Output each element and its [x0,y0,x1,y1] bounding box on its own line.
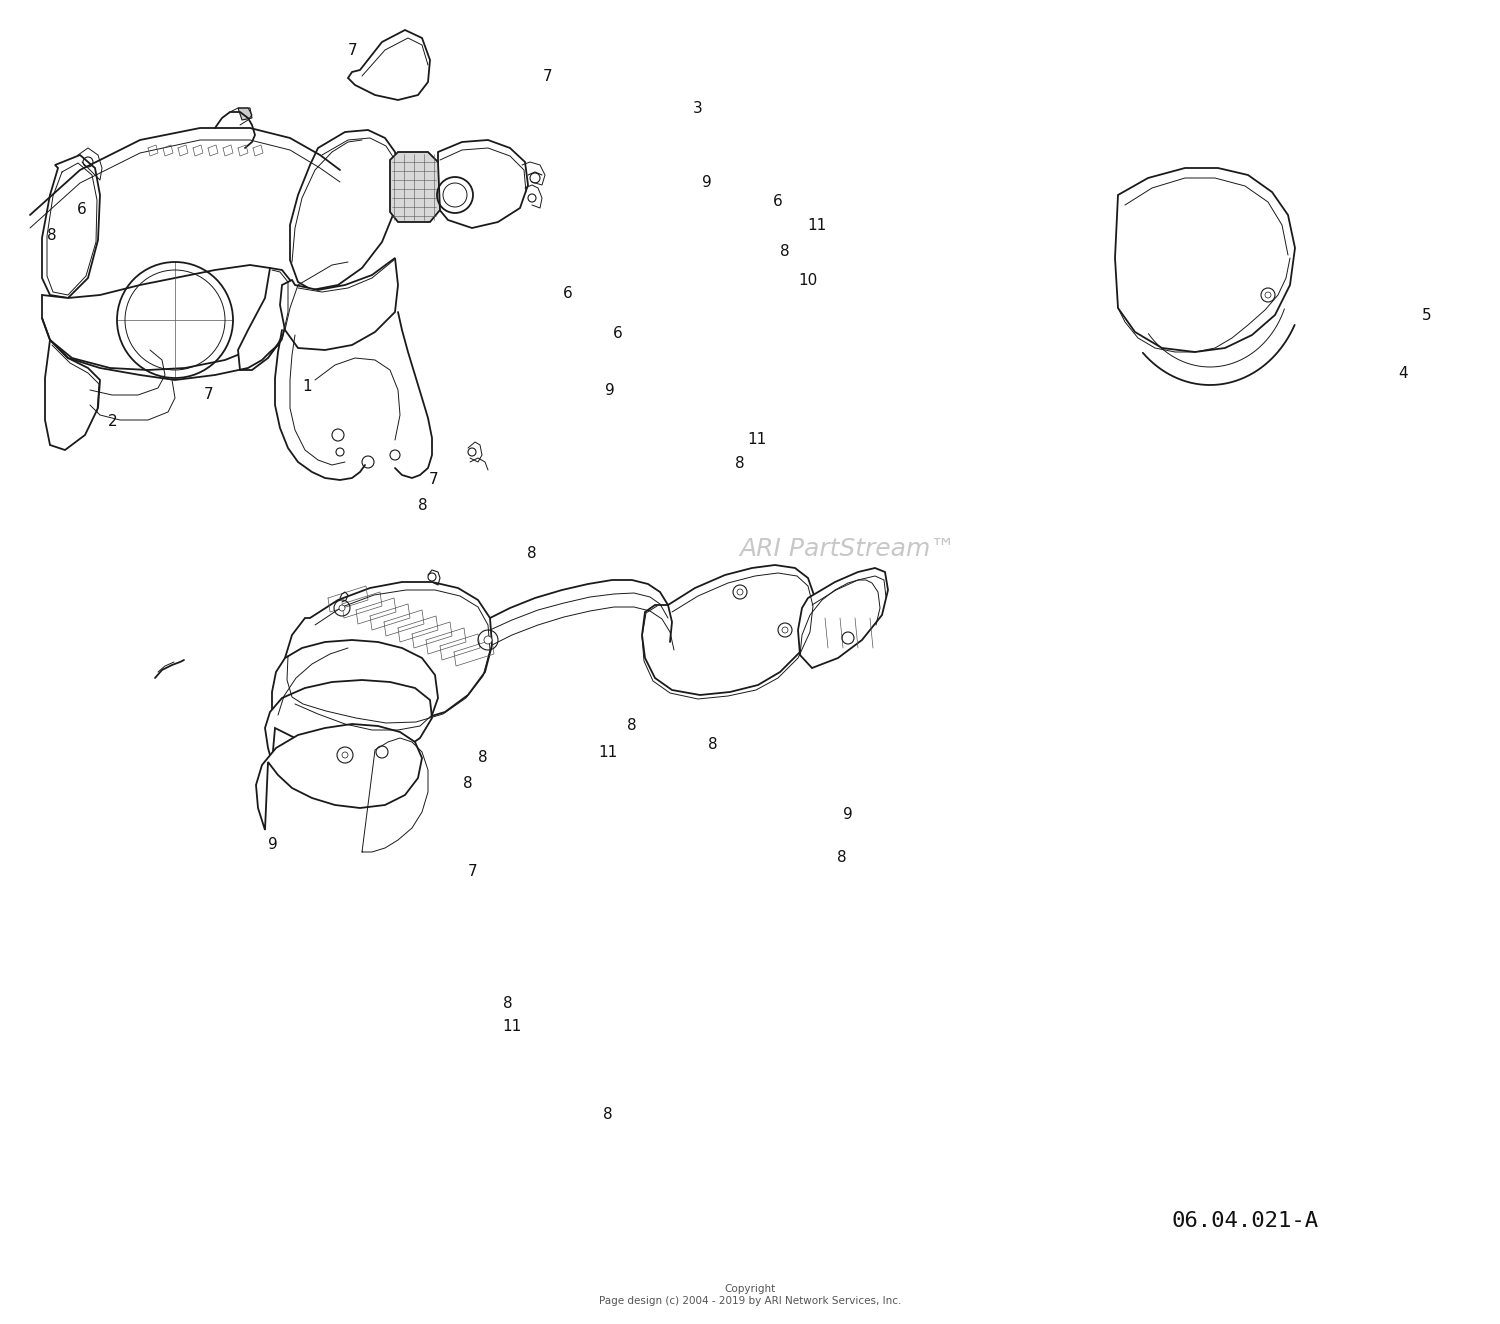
Text: 7: 7 [348,42,357,58]
Polygon shape [290,130,398,290]
Polygon shape [238,267,290,369]
Text: 8: 8 [464,776,472,792]
Polygon shape [256,724,422,830]
Text: 9: 9 [702,175,712,191]
Text: 7: 7 [543,69,552,85]
Text: 06.04.021-A: 06.04.021-A [1172,1210,1318,1231]
Text: 8: 8 [780,244,789,260]
Polygon shape [285,583,492,722]
Text: 9: 9 [606,383,615,399]
Text: 7: 7 [204,387,213,402]
Text: ARI PartStream™: ARI PartStream™ [740,538,956,561]
Text: 5: 5 [1422,307,1431,323]
Text: 2: 2 [108,413,117,429]
Text: 9: 9 [268,837,278,853]
Text: 7: 7 [468,863,477,879]
Text: 8: 8 [48,228,57,244]
Text: 6: 6 [772,193,783,209]
Text: 8: 8 [528,545,537,561]
Circle shape [342,752,348,759]
Text: Copyright
Page design (c) 2004 - 2019 by ARI Network Services, Inc.: Copyright Page design (c) 2004 - 2019 by… [598,1284,902,1305]
Polygon shape [390,152,439,222]
Text: 11: 11 [503,1018,522,1034]
Circle shape [484,636,492,643]
Circle shape [736,589,742,594]
Polygon shape [272,639,438,728]
Text: 6: 6 [614,326,622,342]
Polygon shape [642,565,814,695]
Text: 4: 4 [1398,365,1407,381]
Text: 11: 11 [598,744,618,760]
Circle shape [339,605,345,610]
Circle shape [782,628,788,633]
Text: 8: 8 [708,736,717,752]
Polygon shape [798,568,888,669]
Polygon shape [438,140,528,228]
Text: 11: 11 [747,432,766,448]
Polygon shape [1114,168,1294,352]
Polygon shape [45,340,100,450]
Text: 9: 9 [843,806,854,822]
Text: 8: 8 [419,498,428,514]
Text: 8: 8 [735,455,744,471]
Text: 6: 6 [78,201,87,217]
Text: 11: 11 [807,217,826,233]
Circle shape [1264,293,1270,298]
Text: 8: 8 [478,749,488,765]
Text: 6: 6 [564,286,573,302]
Text: 8: 8 [627,718,636,733]
Text: 3: 3 [693,101,703,117]
Text: 8: 8 [504,996,513,1012]
Polygon shape [266,681,432,763]
Polygon shape [238,109,252,120]
Polygon shape [42,155,100,298]
Text: 7: 7 [429,471,438,487]
Polygon shape [348,30,430,101]
Text: 10: 10 [798,273,818,289]
Text: 8: 8 [837,850,846,866]
Polygon shape [42,265,280,369]
Text: 1: 1 [303,379,312,395]
Polygon shape [280,258,398,350]
Text: 8: 8 [603,1107,612,1123]
